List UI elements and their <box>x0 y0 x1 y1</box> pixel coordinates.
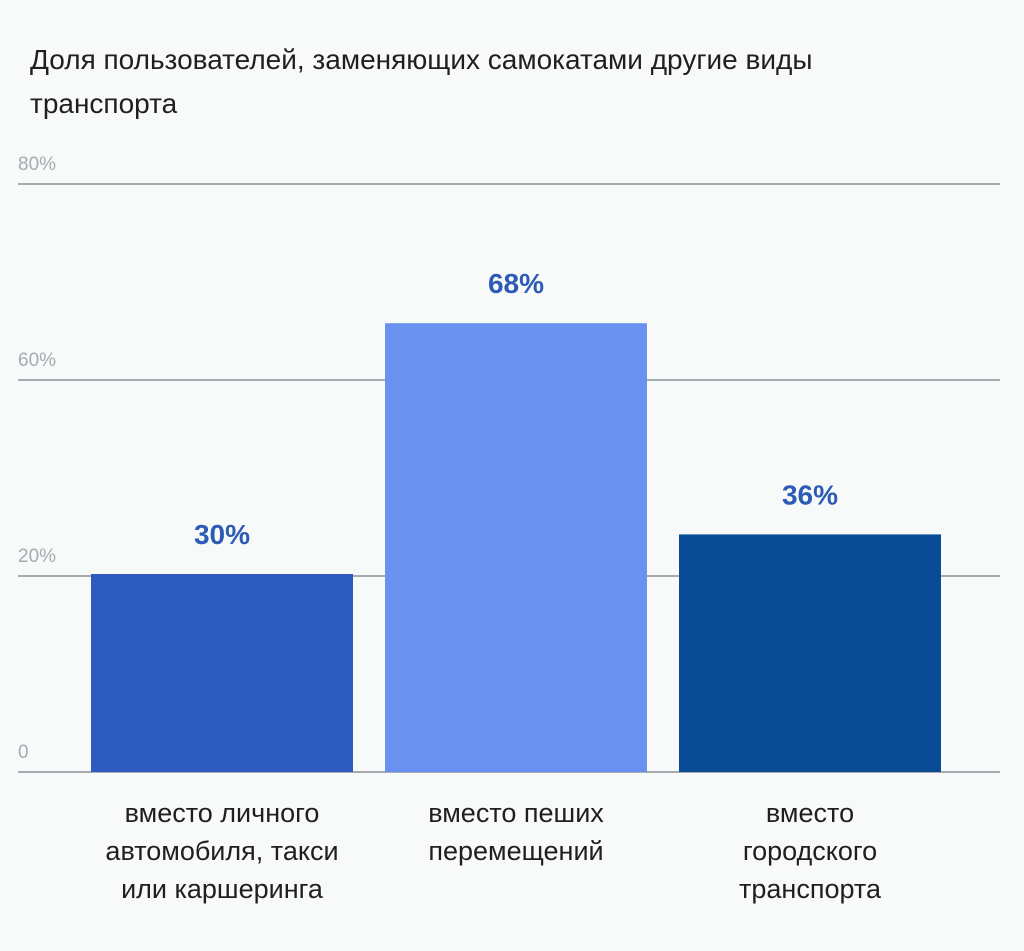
bar-value-label: 36% <box>782 479 838 510</box>
x-tick-label: вместо <box>766 798 854 828</box>
bar-value-label: 30% <box>194 519 250 550</box>
x-tick-label: городского <box>743 836 877 866</box>
bar <box>679 534 941 772</box>
x-tick-label: автомобиля, такси <box>105 836 338 866</box>
x-tick-label: или каршеринга <box>121 874 324 904</box>
x-tick-label: вместо личного <box>125 798 320 828</box>
x-tick-label: транспорта <box>739 874 882 904</box>
y-tick-label: 0 <box>18 742 29 763</box>
chart-title: Доля пользователей, заменяющих самокатам… <box>30 44 813 119</box>
y-tick-label: 20% <box>18 546 56 567</box>
x-tick-label: перемещений <box>428 836 603 866</box>
x-tick-label: вместо пеших <box>428 798 604 828</box>
bar-value-label: 68% <box>488 268 544 299</box>
y-tick-label: 60% <box>18 350 56 371</box>
bar <box>91 574 353 772</box>
bar <box>385 323 647 772</box>
y-tick-label: 80% <box>18 154 56 175</box>
